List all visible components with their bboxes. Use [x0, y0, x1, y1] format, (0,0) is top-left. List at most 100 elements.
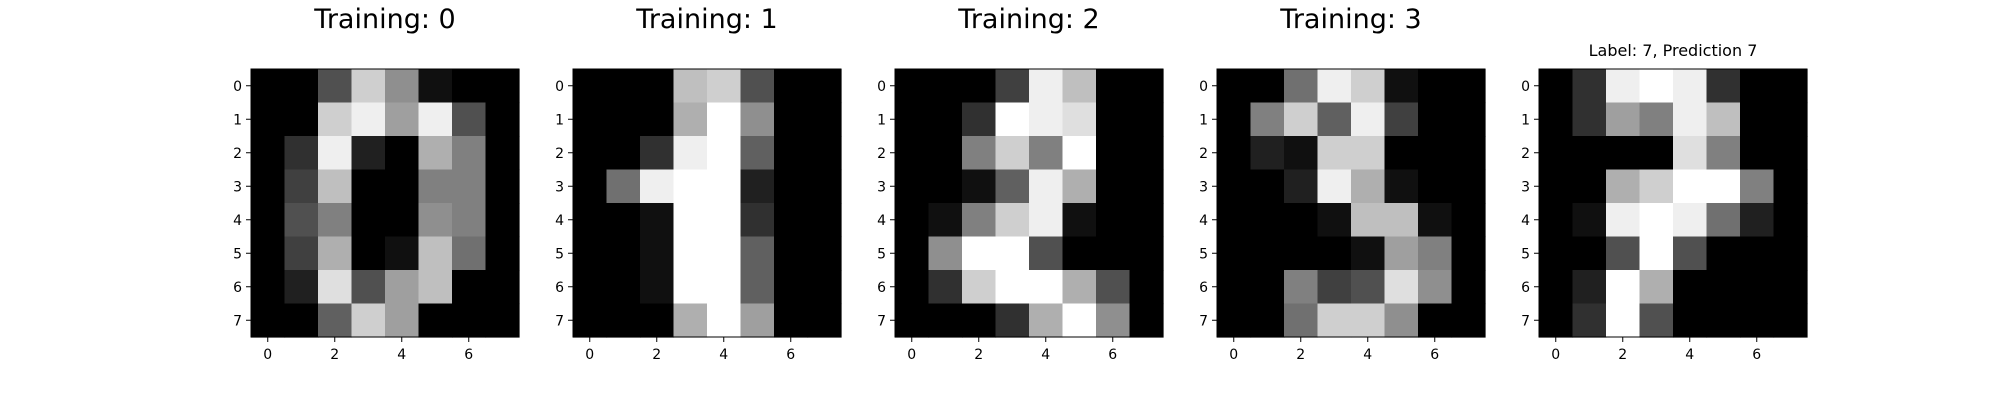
pixel-cell	[1773, 203, 1808, 238]
pixel-cell	[1418, 169, 1453, 204]
pixel-cell	[284, 136, 319, 171]
pixel-cell	[385, 69, 420, 104]
pixel-cell	[606, 169, 641, 204]
pixel-cell	[1351, 169, 1386, 204]
pixel-cell	[1284, 236, 1319, 271]
pixel-cell	[1096, 136, 1131, 171]
pixel-cell	[1572, 136, 1607, 171]
pixel-cell	[640, 303, 675, 338]
x-tick-label: 4	[1041, 347, 1050, 363]
pixel-cell	[1572, 102, 1607, 137]
pixel-cell	[318, 270, 353, 305]
pixel-cell	[1572, 69, 1607, 104]
pixel-cell	[1129, 236, 1164, 271]
pixel-cell	[1773, 303, 1808, 338]
pixel-cell	[385, 236, 420, 271]
pixel-cell	[1062, 136, 1097, 171]
pixel-cell	[318, 169, 353, 204]
y-tick-label: 6	[1199, 280, 1208, 296]
x-tick-label: 2	[974, 347, 983, 363]
pixel-cell	[1606, 303, 1641, 338]
pixel-cell	[1217, 169, 1252, 204]
pixel-cell	[1384, 270, 1419, 305]
pixel-cell	[1384, 136, 1419, 171]
pixel-cell	[962, 136, 997, 171]
pixel-cell	[284, 69, 319, 104]
pixel-cell	[673, 102, 708, 137]
pixel-cell	[606, 203, 641, 238]
pixel-cell	[928, 203, 963, 238]
pixel-cell	[1773, 270, 1808, 305]
pixel-cell	[1606, 236, 1641, 271]
pixel-cell	[895, 136, 930, 171]
pixel-cell	[1740, 102, 1775, 137]
pixel-cell	[673, 236, 708, 271]
pixel-cell	[995, 102, 1030, 137]
y-tick-label: 7	[1521, 313, 1530, 329]
pixel-cell	[995, 69, 1030, 104]
pixel-cell	[1451, 136, 1486, 171]
pixel-cell	[1539, 69, 1574, 104]
pixel-cell	[1284, 102, 1319, 137]
y-tick-label: 2	[555, 146, 564, 162]
pixel-cell	[1029, 203, 1064, 238]
pixel-cell	[1673, 69, 1708, 104]
pixel-cell	[1317, 69, 1352, 104]
pixel-cell	[774, 169, 809, 204]
pixel-cell	[640, 236, 675, 271]
pixel-cell	[1129, 69, 1164, 104]
pixel-cell	[807, 270, 842, 305]
pixel-cell	[573, 102, 608, 137]
pixel-cell	[1418, 270, 1453, 305]
pixel-cell	[962, 69, 997, 104]
pixel-cell	[1572, 203, 1607, 238]
x-tick-label: 4	[719, 347, 728, 363]
pixel-cell	[1029, 102, 1064, 137]
pixel-cell	[740, 303, 775, 338]
pixel-cell	[385, 303, 420, 338]
pixel-cell	[318, 236, 353, 271]
pixel-cell	[928, 270, 963, 305]
pixel-cell	[1351, 136, 1386, 171]
pixel-cell	[1129, 102, 1164, 137]
pixel-cell	[1706, 203, 1741, 238]
pixel-cell	[673, 69, 708, 104]
pixel-cell	[351, 203, 386, 238]
pixel-cell	[485, 270, 520, 305]
pixel-cell	[995, 270, 1030, 305]
pixel-cell	[1451, 102, 1486, 137]
x-tick-label: 6	[1430, 347, 1439, 363]
pixel-cell	[807, 102, 842, 137]
y-tick-label: 7	[877, 313, 886, 329]
pixel-cell	[1217, 303, 1252, 338]
pixel-cell	[1706, 236, 1741, 271]
pixel-cell	[740, 236, 775, 271]
pixel-cell	[707, 203, 742, 238]
pixel-cell	[573, 236, 608, 271]
pixel-cell	[485, 169, 520, 204]
y-tick-label: 4	[555, 213, 564, 229]
pixel-cell	[1351, 69, 1386, 104]
pixel-cell	[385, 102, 420, 137]
pixel-cell	[1351, 102, 1386, 137]
pixel-cell	[673, 136, 708, 171]
pixel-cell	[928, 102, 963, 137]
y-tick-label: 2	[1199, 146, 1208, 162]
pixel-cell	[1706, 169, 1741, 204]
pixel-cell	[1062, 69, 1097, 104]
pixel-cell	[284, 203, 319, 238]
y-tick-label: 3	[233, 179, 242, 195]
y-tick-label: 5	[877, 246, 886, 262]
y-tick-label: 4	[877, 213, 886, 229]
pixel-cell	[1639, 303, 1674, 338]
pixel-cell	[1418, 303, 1453, 338]
pixel-cell	[928, 69, 963, 104]
pixel-cell	[1572, 270, 1607, 305]
pixel-cell	[1451, 236, 1486, 271]
pixel-cell	[1706, 102, 1741, 137]
pixel-cell	[1217, 236, 1252, 271]
pixel-cell	[1606, 270, 1641, 305]
pixel-cell	[1706, 136, 1741, 171]
pixel-cell	[251, 203, 286, 238]
pixel-cell	[318, 102, 353, 137]
